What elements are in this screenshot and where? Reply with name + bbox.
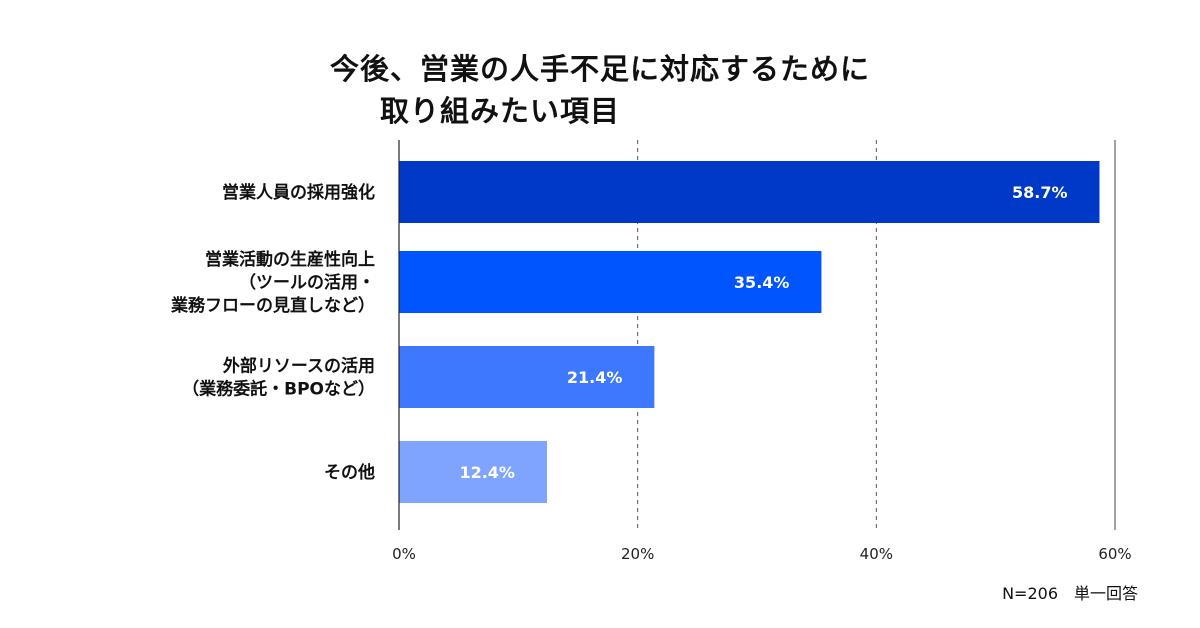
- category-label: （業務委託・BPOなど）: [182, 379, 375, 400]
- sample-note: N=206 単一回答: [1002, 584, 1138, 603]
- category-label: （ツールの活用・: [239, 272, 375, 293]
- category-label: その他: [324, 462, 375, 483]
- bar: [399, 346, 655, 408]
- x-tick-label: 0%: [392, 545, 416, 563]
- bar: [399, 441, 547, 503]
- category-label: 業務フローの見直しなど）: [171, 295, 375, 316]
- x-tick-label: 40%: [860, 545, 893, 563]
- bar-value-label: 12.4%: [459, 463, 515, 482]
- chart-title-line-1: 今後、営業の人手不足に対応するために: [329, 52, 870, 86]
- bar: [399, 251, 822, 313]
- x-tick-label: 60%: [1098, 545, 1131, 563]
- category-label: 外部リソースの活用: [223, 356, 375, 377]
- chart-title-line-2: 取り組みたい項目: [379, 94, 620, 128]
- bar-value-label: 58.7%: [1012, 183, 1068, 202]
- bar-value-label: 21.4%: [567, 368, 623, 387]
- category-label: 営業活動の生産性向上: [205, 249, 375, 270]
- category-label: 営業人員の採用強化: [222, 182, 375, 203]
- x-tick-label: 20%: [621, 545, 654, 563]
- bar: [399, 161, 1100, 223]
- bar-value-label: 35.4%: [734, 273, 790, 292]
